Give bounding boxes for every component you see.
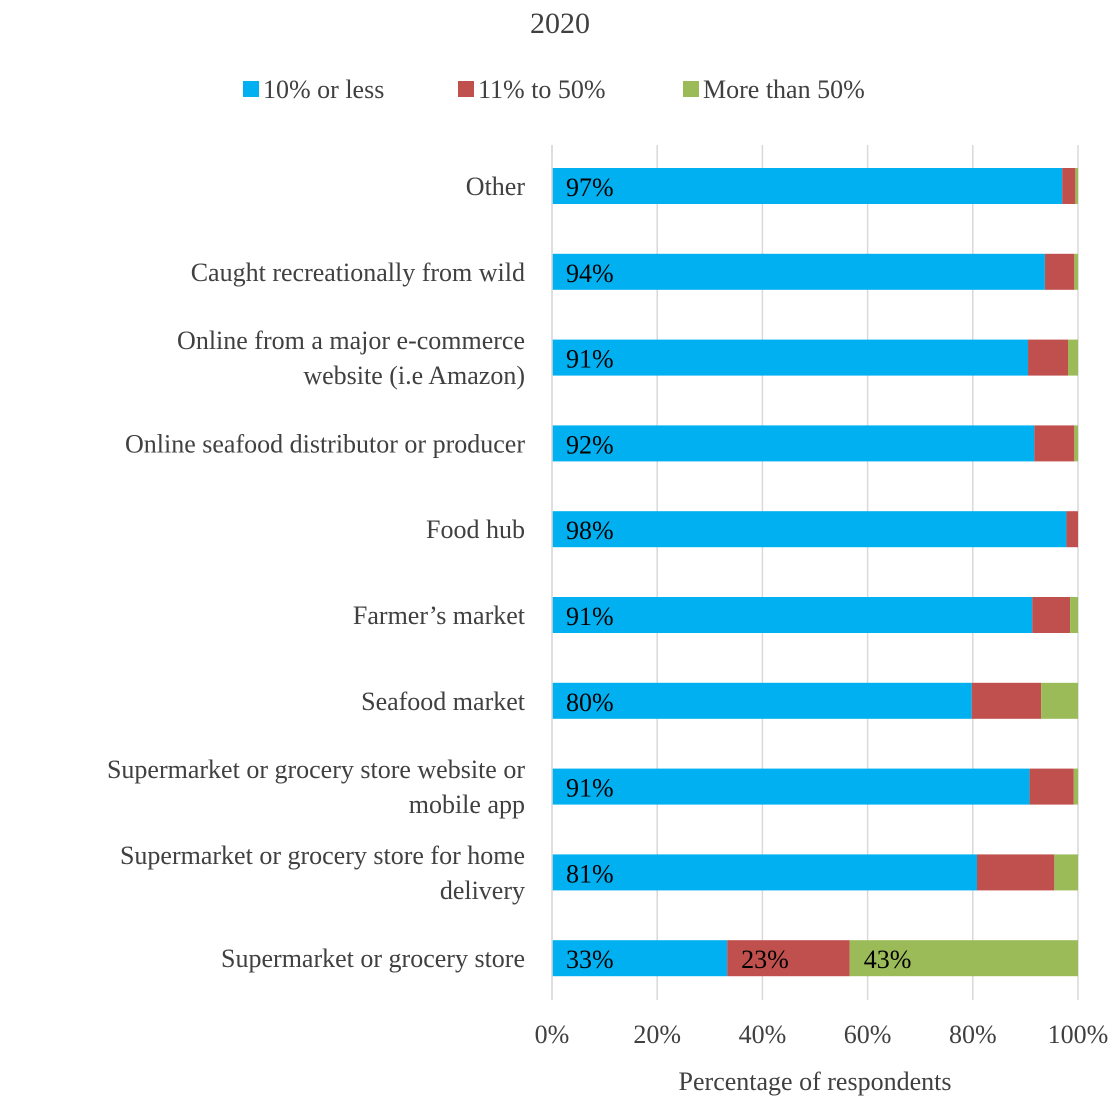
category-label: Online seafood distributor or producer [125, 429, 525, 458]
x-tick-label: 40% [739, 1020, 787, 1049]
category-label: Supermarket or grocery store for home [120, 841, 525, 870]
x-tick-label: 0% [535, 1020, 570, 1049]
legend-swatch [458, 81, 474, 97]
data-label: 43% [864, 945, 912, 974]
bar-segment [552, 768, 1030, 805]
bar-segment [1028, 339, 1069, 376]
data-label: 97% [566, 173, 614, 202]
bar-segment [1070, 597, 1078, 633]
bar-segment [1034, 425, 1075, 462]
legend-swatch [243, 81, 259, 97]
bar-segment [552, 339, 1029, 376]
bar-segment [552, 854, 978, 891]
legend-label: 11% to 50% [478, 75, 606, 104]
category-label: delivery [440, 876, 525, 905]
data-label: 98% [566, 516, 614, 545]
bar-segment [1041, 682, 1078, 719]
category-label: Supermarket or grocery store website or [107, 755, 525, 784]
bar-segment [1054, 854, 1078, 891]
bar-segment [552, 940, 728, 977]
x-tick-label: 80% [949, 1020, 997, 1049]
data-label: 23% [741, 945, 789, 974]
x-tick-label: 60% [844, 1020, 892, 1049]
category-label: Supermarket or grocery store [221, 944, 525, 973]
bar-segment [977, 854, 1055, 891]
legend-label: 10% or less [263, 75, 384, 104]
bar-segment [552, 425, 1035, 462]
bar-segment [1074, 253, 1078, 290]
bar-segment [552, 253, 1045, 290]
legend-label: More than 50% [703, 75, 865, 104]
bar-segment [1044, 253, 1075, 290]
bar-segment [1073, 768, 1078, 805]
x-axis-title: Percentage of respondents [679, 1067, 952, 1096]
data-label: 91% [566, 602, 614, 631]
category-label: Farmer’s market [353, 601, 526, 630]
category-label: Online from a major e-commerce [177, 326, 525, 355]
category-label: Caught recreationally from wild [191, 258, 525, 287]
bar-segment [552, 597, 1033, 633]
bar-segment [971, 682, 1042, 719]
data-label: 94% [566, 259, 614, 288]
bar-segment [1074, 425, 1078, 462]
legend-swatch [683, 81, 699, 97]
x-tick-label: 100% [1048, 1020, 1109, 1049]
bar-segment [1062, 168, 1076, 204]
x-tick-label: 20% [633, 1020, 681, 1049]
category-label: Other [466, 172, 526, 201]
category-label: Seafood market [361, 687, 526, 716]
data-label: 91% [566, 345, 614, 374]
bar-segment [1032, 597, 1071, 633]
data-label: 81% [566, 859, 614, 888]
bar-segment [552, 511, 1067, 548]
category-label: mobile app [409, 790, 525, 819]
bar-segment [1075, 168, 1078, 204]
bar-segment [1029, 768, 1074, 805]
bar-segment [552, 682, 972, 719]
bar-segment [1068, 339, 1078, 376]
data-label: 33% [566, 945, 614, 974]
category-label: Food hub [426, 515, 525, 544]
bar-segment [1066, 511, 1078, 548]
chart-title: 2020 [530, 7, 590, 40]
bar-segment [727, 940, 850, 977]
category-label: website (i.e Amazon) [303, 361, 525, 390]
data-label: 80% [566, 688, 614, 717]
bar-segment [849, 940, 1078, 977]
data-label: 91% [566, 774, 614, 803]
bar-segment [552, 168, 1063, 204]
data-label: 92% [566, 430, 614, 459]
